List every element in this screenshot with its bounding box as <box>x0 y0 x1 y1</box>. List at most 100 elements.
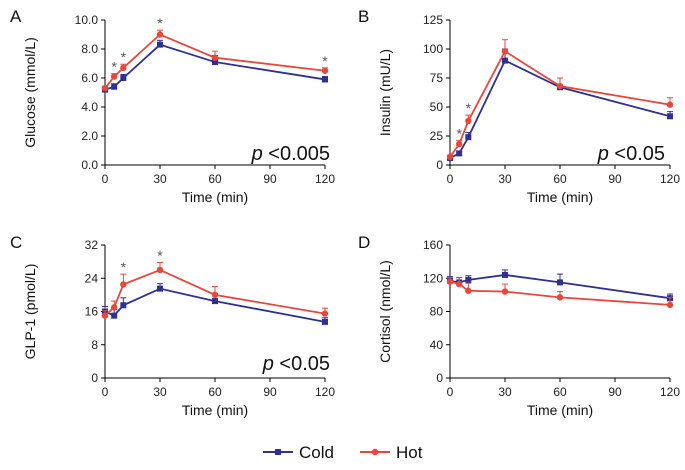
panel-b: B 0 25 50 75 100 125 0 30 60 90 120 Time (min) Insuli… <box>358 7 680 205</box>
x-tick-label: 90 <box>608 385 622 399</box>
y-tick-label: 10.0 <box>75 13 99 27</box>
p-value-annotation: p <0.05 <box>597 143 665 165</box>
y-tick-label: 6.0 <box>81 71 98 85</box>
y-tick-label: 80 <box>430 305 444 319</box>
x-tick-label: 30 <box>498 172 512 186</box>
data-point-hot <box>110 73 118 80</box>
significance-star: * <box>111 59 117 75</box>
panel-label: D <box>358 233 370 252</box>
y-tick-label: 2.0 <box>81 129 98 143</box>
y-tick-label: 0 <box>436 371 443 385</box>
significance-star: * <box>157 247 163 263</box>
y-tick-label: 4.0 <box>81 100 98 114</box>
x-axis-title: Time (min) <box>182 189 248 205</box>
data-point-hot <box>446 153 454 161</box>
legend-label: Hot <box>396 443 423 462</box>
y-axis-title: GLP-1 (pmol/L) <box>22 264 38 360</box>
data-point-hot <box>120 64 127 72</box>
x-tick-label: 60 <box>208 385 222 399</box>
data-point-cold <box>212 59 218 66</box>
data-point-hot <box>465 117 472 125</box>
legend-item-cold: Cold <box>263 443 334 462</box>
data-point-hot <box>446 278 454 285</box>
data-point-hot <box>321 67 329 74</box>
p-symbol: p <box>251 143 263 165</box>
data-point-hot <box>321 310 329 317</box>
y-tick-label: 40 <box>430 338 444 352</box>
legend-marker <box>371 448 379 456</box>
x-tick-label: 60 <box>553 172 567 186</box>
significance-star: * <box>456 126 462 142</box>
y-tick-label: 160 <box>423 238 443 252</box>
data-point-hot <box>101 312 109 319</box>
significance-star: * <box>466 100 472 116</box>
data-point-hot <box>666 301 674 309</box>
legend-marker <box>275 449 281 455</box>
panel-label: C <box>10 233 22 252</box>
data-point-cold <box>456 150 463 157</box>
data-point-hot <box>501 288 509 295</box>
p-threshold: <0.05 <box>274 353 330 375</box>
y-tick-label: 75 <box>430 71 444 85</box>
x-tick-label: 90 <box>608 172 622 186</box>
x-tick-label: 30 <box>153 385 167 399</box>
data-point-hot <box>455 280 463 288</box>
x-axis-title: Time (min) <box>527 402 593 418</box>
x-axis-title: Time (min) <box>182 402 248 418</box>
p-symbol: p <box>262 353 274 375</box>
panel-a: A 0.0 2.0 4.0 6.0 8.0 10.0 0 30 60 90 120 Time (min)… <box>10 7 335 205</box>
chart-legend: Cold Hot <box>263 443 423 462</box>
x-tick-label: 60 <box>553 385 567 399</box>
y-tick-label: 32 <box>85 238 99 252</box>
data-point-hot <box>156 31 164 38</box>
x-tick-label: 120 <box>315 385 335 399</box>
p-symbol: p <box>597 143 609 165</box>
y-tick-label: 0.0 <box>81 158 98 172</box>
significance-star: * <box>121 49 127 65</box>
data-point-cold <box>465 276 472 283</box>
data-point-cold <box>465 134 472 141</box>
x-tick-label: 0 <box>102 172 109 186</box>
data-point-cold <box>322 318 328 325</box>
panel-c: C 0 8 16 24 32 0 30 60 90 120 Time (min) GLP-1 (pmol… <box>10 233 335 418</box>
x-tick-label: 0 <box>447 172 454 186</box>
p-threshold: <0.05 <box>609 143 665 165</box>
significance-star: * <box>157 15 163 31</box>
data-point-cold <box>212 298 218 305</box>
y-axis-title: Cortisol (nmol/L) <box>377 260 393 363</box>
y-axis-title: Insulin (mU/L) <box>377 49 393 136</box>
panel-d: D 0 40 80 120 160 0 30 60 90 120 Time (min) Cortisol… <box>358 233 680 418</box>
y-axis-title: Glucose (mmol/L) <box>22 37 38 147</box>
data-point-cold <box>502 57 508 64</box>
data-point-cold <box>157 41 163 48</box>
x-tick-label: 30 <box>498 385 512 399</box>
data-point-cold <box>557 279 563 286</box>
y-tick-label: 24 <box>85 271 99 285</box>
data-point-hot <box>501 48 509 55</box>
y-tick-label: 8.0 <box>81 42 98 56</box>
data-point-cold <box>322 76 328 83</box>
y-tick-label: 0 <box>436 158 443 172</box>
data-point-hot <box>666 101 674 108</box>
p-threshold: <0.005 <box>263 143 330 165</box>
data-point-cold <box>111 83 118 90</box>
x-tick-label: 0 <box>102 385 109 399</box>
data-point-cold <box>120 75 127 81</box>
data-point-hot <box>156 266 164 274</box>
p-value-annotation: p <0.05 <box>262 353 330 375</box>
data-point-hot <box>211 54 219 61</box>
y-tick-label: 100 <box>423 42 443 56</box>
y-tick-label: 50 <box>430 100 444 114</box>
y-tick-label: 16 <box>85 305 99 319</box>
x-tick-label: 120 <box>660 172 680 186</box>
x-tick-label: 0 <box>447 385 454 399</box>
significance-star: * <box>121 259 127 275</box>
y-tick-label: 120 <box>423 271 443 285</box>
figure-canvas: A 0.0 2.0 4.0 6.0 8.0 10.0 0 30 60 90 120 Time (min)… <box>10 7 680 418</box>
x-tick-label: 60 <box>208 172 222 186</box>
data-point-hot <box>556 294 564 301</box>
data-point-cold <box>502 271 508 278</box>
p-value-annotation: p <0.005 <box>251 143 330 165</box>
x-tick-label: 30 <box>153 172 167 186</box>
panel-label: B <box>358 7 369 26</box>
